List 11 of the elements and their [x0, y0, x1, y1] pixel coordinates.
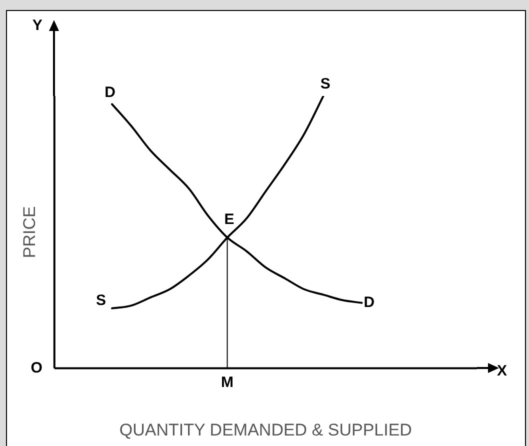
text: M: [221, 374, 234, 391]
series-label: S: [320, 76, 330, 93]
y-axis-title: PRICE: [20, 206, 39, 258]
text: Y: [32, 17, 42, 34]
annotation: E: [224, 211, 234, 228]
text: S: [96, 292, 106, 309]
text: O: [30, 359, 43, 376]
x-axis-title: QUANTITY DEMANDED & SUPPLIED: [119, 420, 412, 440]
series-label: D: [364, 294, 375, 312]
text: D: [104, 84, 116, 101]
text: X: [497, 362, 508, 380]
